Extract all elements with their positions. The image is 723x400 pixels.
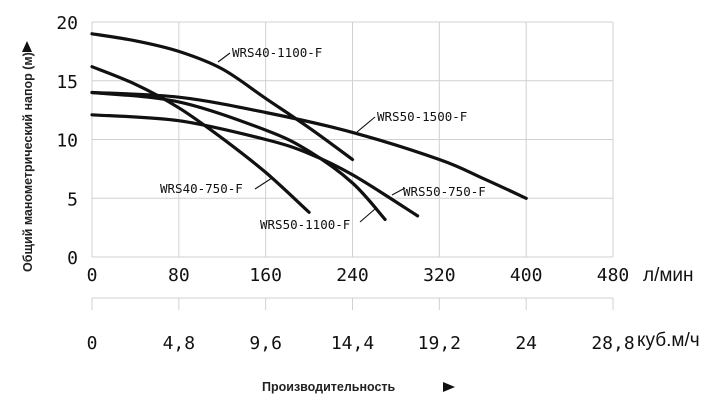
x-tick-label: 0	[87, 265, 98, 286]
x-axis-arrow-icon	[443, 382, 455, 392]
y-axis-arrow-icon	[22, 41, 32, 52]
x-axis-unit: л/мин	[643, 265, 694, 286]
curve-wrs50-1100-f	[90, 90, 387, 221]
axis-ticks: 0 80 160 240 320 400 480 0 4,8 9,6 14,4 19,2 24 28,8 0…	[56, 13, 634, 354]
leader-wrs40-750-f	[254, 177, 273, 190]
curve-wrs50-750-f	[90, 113, 420, 218]
x2-tick-label: 0	[87, 333, 98, 354]
y-tick-label: 20	[56, 13, 78, 34]
x2-tick-label: 9,6	[249, 333, 282, 354]
x2-tick-label: 19,2	[418, 333, 461, 354]
y-tick-label: 5	[67, 189, 78, 210]
x-tick-label: 240	[336, 265, 369, 286]
curve-wrs50-1500-f	[90, 90, 528, 200]
label-wrs40-1100-f: WRS40-1100-F	[232, 45, 322, 60]
x2-tick-label: 28,8	[591, 333, 634, 354]
label-wrs50-1500-f: WRS50-1500-F	[377, 109, 467, 124]
curve-labels: WRS40-1100-F WRS50-1500-F WRS40-750-F WRS50…	[160, 45, 486, 232]
curve-wrs40-1100-f	[90, 32, 355, 162]
grid	[91, 21, 614, 310]
x-tick-label: 320	[423, 265, 456, 286]
label-wrs40-750-f: WRS40-750-F	[160, 181, 243, 196]
label-wrs50-750-f: WRS50-750-F	[403, 184, 486, 199]
x-axis-title: Производительность	[262, 380, 396, 394]
y-tick-label: 0	[67, 248, 78, 269]
x-tick-label: 80	[168, 265, 190, 286]
leader-wrs50-750-f	[391, 187, 406, 196]
y-axis-title: Общий манометрический напор (м)	[21, 52, 35, 272]
x2-axis-unit: куб.м/ч	[637, 330, 700, 351]
x-tick-label: 160	[249, 265, 282, 286]
x2-tick-label: 14,4	[331, 333, 374, 354]
curve-wrs40-750-f	[90, 65, 311, 214]
leader-wrs50-1500-f	[356, 116, 376, 133]
performance-curves	[90, 32, 528, 221]
leader-wrs40-1100-f	[217, 52, 231, 63]
x-tick-label: 480	[597, 265, 630, 286]
y-tick-label: 15	[56, 72, 78, 93]
x-tick-label: 400	[510, 265, 543, 286]
label-wrs50-1100-f: WRS50-1100-F	[260, 217, 350, 232]
leader-wrs50-1100-f	[359, 208, 376, 223]
y-tick-label: 10	[56, 131, 78, 152]
x2-tick-label: 4,8	[163, 333, 196, 354]
x2-tick-label: 24	[515, 333, 537, 354]
